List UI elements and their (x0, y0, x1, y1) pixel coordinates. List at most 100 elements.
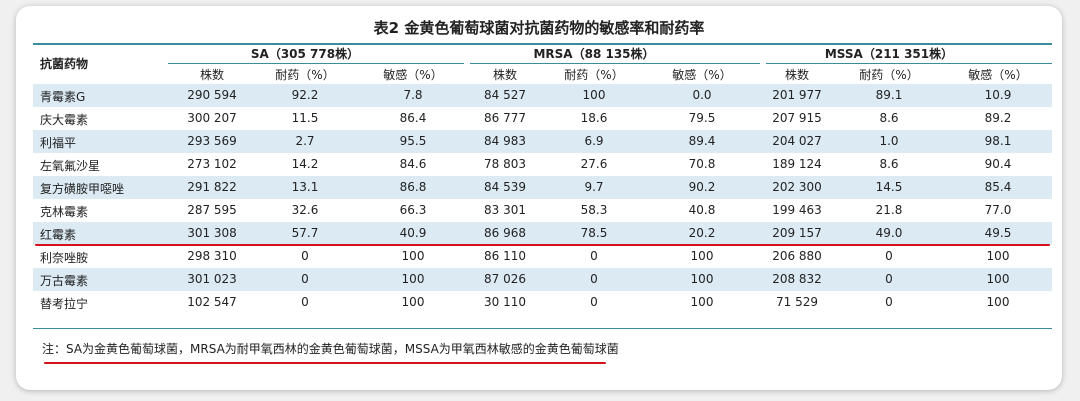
table-cell: 86.4 (399, 111, 427, 125)
table-cell: 0 (301, 295, 309, 309)
table-cell: 0 (885, 295, 893, 309)
table-cell: 84 527 (484, 88, 526, 102)
table-cell: 208 832 (772, 272, 822, 286)
table-cell: 79.5 (688, 111, 716, 125)
row-shade (33, 268, 1052, 291)
table-cell: 0 (885, 272, 893, 286)
table-cell: 201 977 (772, 88, 822, 102)
table-cell: 49.5 (984, 226, 1012, 240)
table-cell: 209 157 (772, 226, 822, 240)
group-header: SA（305 778株） (250, 47, 360, 61)
table-cell: 189 124 (772, 157, 822, 171)
table-cell: 100 (690, 272, 714, 286)
row-shade (33, 84, 1052, 107)
table-cell: 301 308 (187, 226, 237, 240)
table-cell: 287 595 (187, 203, 237, 217)
drug-name: 左氧氟沙星 (40, 159, 101, 173)
table-cell: 40.8 (688, 203, 716, 217)
table-cell: 14.2 (291, 157, 319, 171)
table-cell: 291 822 (187, 180, 237, 194)
table-cell: 207 915 (772, 111, 822, 125)
table-cell: 84 983 (484, 134, 526, 148)
table-title: 表2 金黄色葡萄球菌对抗菌药物的敏感率和耐药率 (373, 19, 705, 37)
table-cell: 8.6 (879, 111, 899, 125)
table-cell: 30 110 (484, 295, 526, 309)
table-cell: 86.8 (399, 180, 427, 194)
table-cell: 18.6 (580, 111, 608, 125)
drug-name: 万古霉素 (40, 274, 89, 288)
table-cell: 100 (986, 249, 1010, 263)
table-cell: 0 (590, 272, 598, 286)
table-cell: 0.0 (692, 88, 712, 102)
row-shade (33, 130, 1052, 153)
bottom-rule (33, 328, 1052, 329)
table-cell: 77.0 (984, 203, 1012, 217)
table-cell: 20.2 (688, 226, 716, 240)
table-cell: 10.9 (984, 88, 1012, 102)
table-cell: 14.5 (875, 180, 903, 194)
drug-name: 替考拉宁 (40, 297, 89, 311)
table-cell: 27.6 (580, 157, 608, 171)
table-cell: 90.4 (984, 157, 1012, 171)
table-cell: 300 207 (187, 111, 237, 125)
table-cell: 87 026 (484, 272, 526, 286)
row-shade (33, 222, 1052, 245)
table-cell: 0 (590, 295, 598, 309)
table-cell: 78 803 (484, 157, 526, 171)
table-cell: 84 539 (484, 180, 526, 194)
group-rule (470, 63, 760, 64)
table-cell: 273 102 (187, 157, 237, 171)
table-cell: 199 463 (772, 203, 822, 217)
table-cell: 89.1 (875, 88, 903, 102)
table-cell: 84.6 (399, 157, 427, 171)
table-cell: 102 547 (187, 295, 237, 309)
drug-name: 红霉素 (40, 228, 77, 242)
table-cell: 100 (690, 249, 714, 263)
table-cell: 0 (301, 249, 309, 263)
table-cell: 204 027 (772, 134, 822, 148)
sub-header: 株数 (492, 68, 518, 82)
table-cell: 9.7 (584, 180, 604, 194)
table-cell: 0 (590, 249, 598, 263)
group-rule (168, 63, 464, 64)
drug-name: 利奈唑胺 (40, 251, 89, 265)
row-underline (35, 244, 1050, 246)
table-cell: 89.2 (984, 111, 1012, 125)
table-cell: 202 300 (772, 180, 822, 194)
sub-header: 株数 (199, 68, 225, 82)
table-cell: 100 (986, 295, 1010, 309)
table-card: 表2 金黄色葡萄球菌对抗菌药物的敏感率和耐药率 注：SA为金黄色葡萄球菌，MRS… (16, 6, 1062, 390)
drug-name: 克林霉素 (40, 205, 89, 219)
table-cell: 13.1 (291, 180, 319, 194)
table-cell: 8.6 (879, 157, 899, 171)
drug-name: 复方磺胺甲噁唑 (40, 182, 125, 196)
table-cell: 290 594 (187, 88, 237, 102)
sub-header: 敏感（%） (968, 68, 1028, 82)
table-cell: 78.5 (580, 226, 608, 240)
table-cell: 100 (401, 295, 425, 309)
sub-header: 耐药（%） (564, 68, 624, 82)
table-cell: 71 529 (776, 295, 818, 309)
table-cell: 49.0 (875, 226, 903, 240)
sub-header: 株数 (784, 68, 810, 82)
top-rule (33, 43, 1052, 45)
row-shade (33, 176, 1052, 199)
table-cell: 86 968 (484, 226, 526, 240)
table-cell: 301 023 (187, 272, 237, 286)
table-cell: 90.2 (688, 180, 716, 194)
group-header: MSSA（211 351株） (824, 47, 954, 61)
table-cell: 100 (690, 295, 714, 309)
sub-header: 耐药（%） (275, 68, 335, 82)
table-cell: 6.9 (584, 134, 604, 148)
drug-header: 抗菌药物 (40, 57, 89, 71)
table-cell: 83 301 (484, 203, 526, 217)
table-cell: 0 (301, 272, 309, 286)
drug-name: 青霉素G (40, 90, 86, 104)
table-cell: 100 (401, 249, 425, 263)
table-cell: 40.9 (399, 226, 427, 240)
sub-header: 敏感（%） (672, 68, 732, 82)
table-cell: 100 (401, 272, 425, 286)
table-cell: 86 777 (484, 111, 526, 125)
table-cell: 85.4 (984, 180, 1012, 194)
